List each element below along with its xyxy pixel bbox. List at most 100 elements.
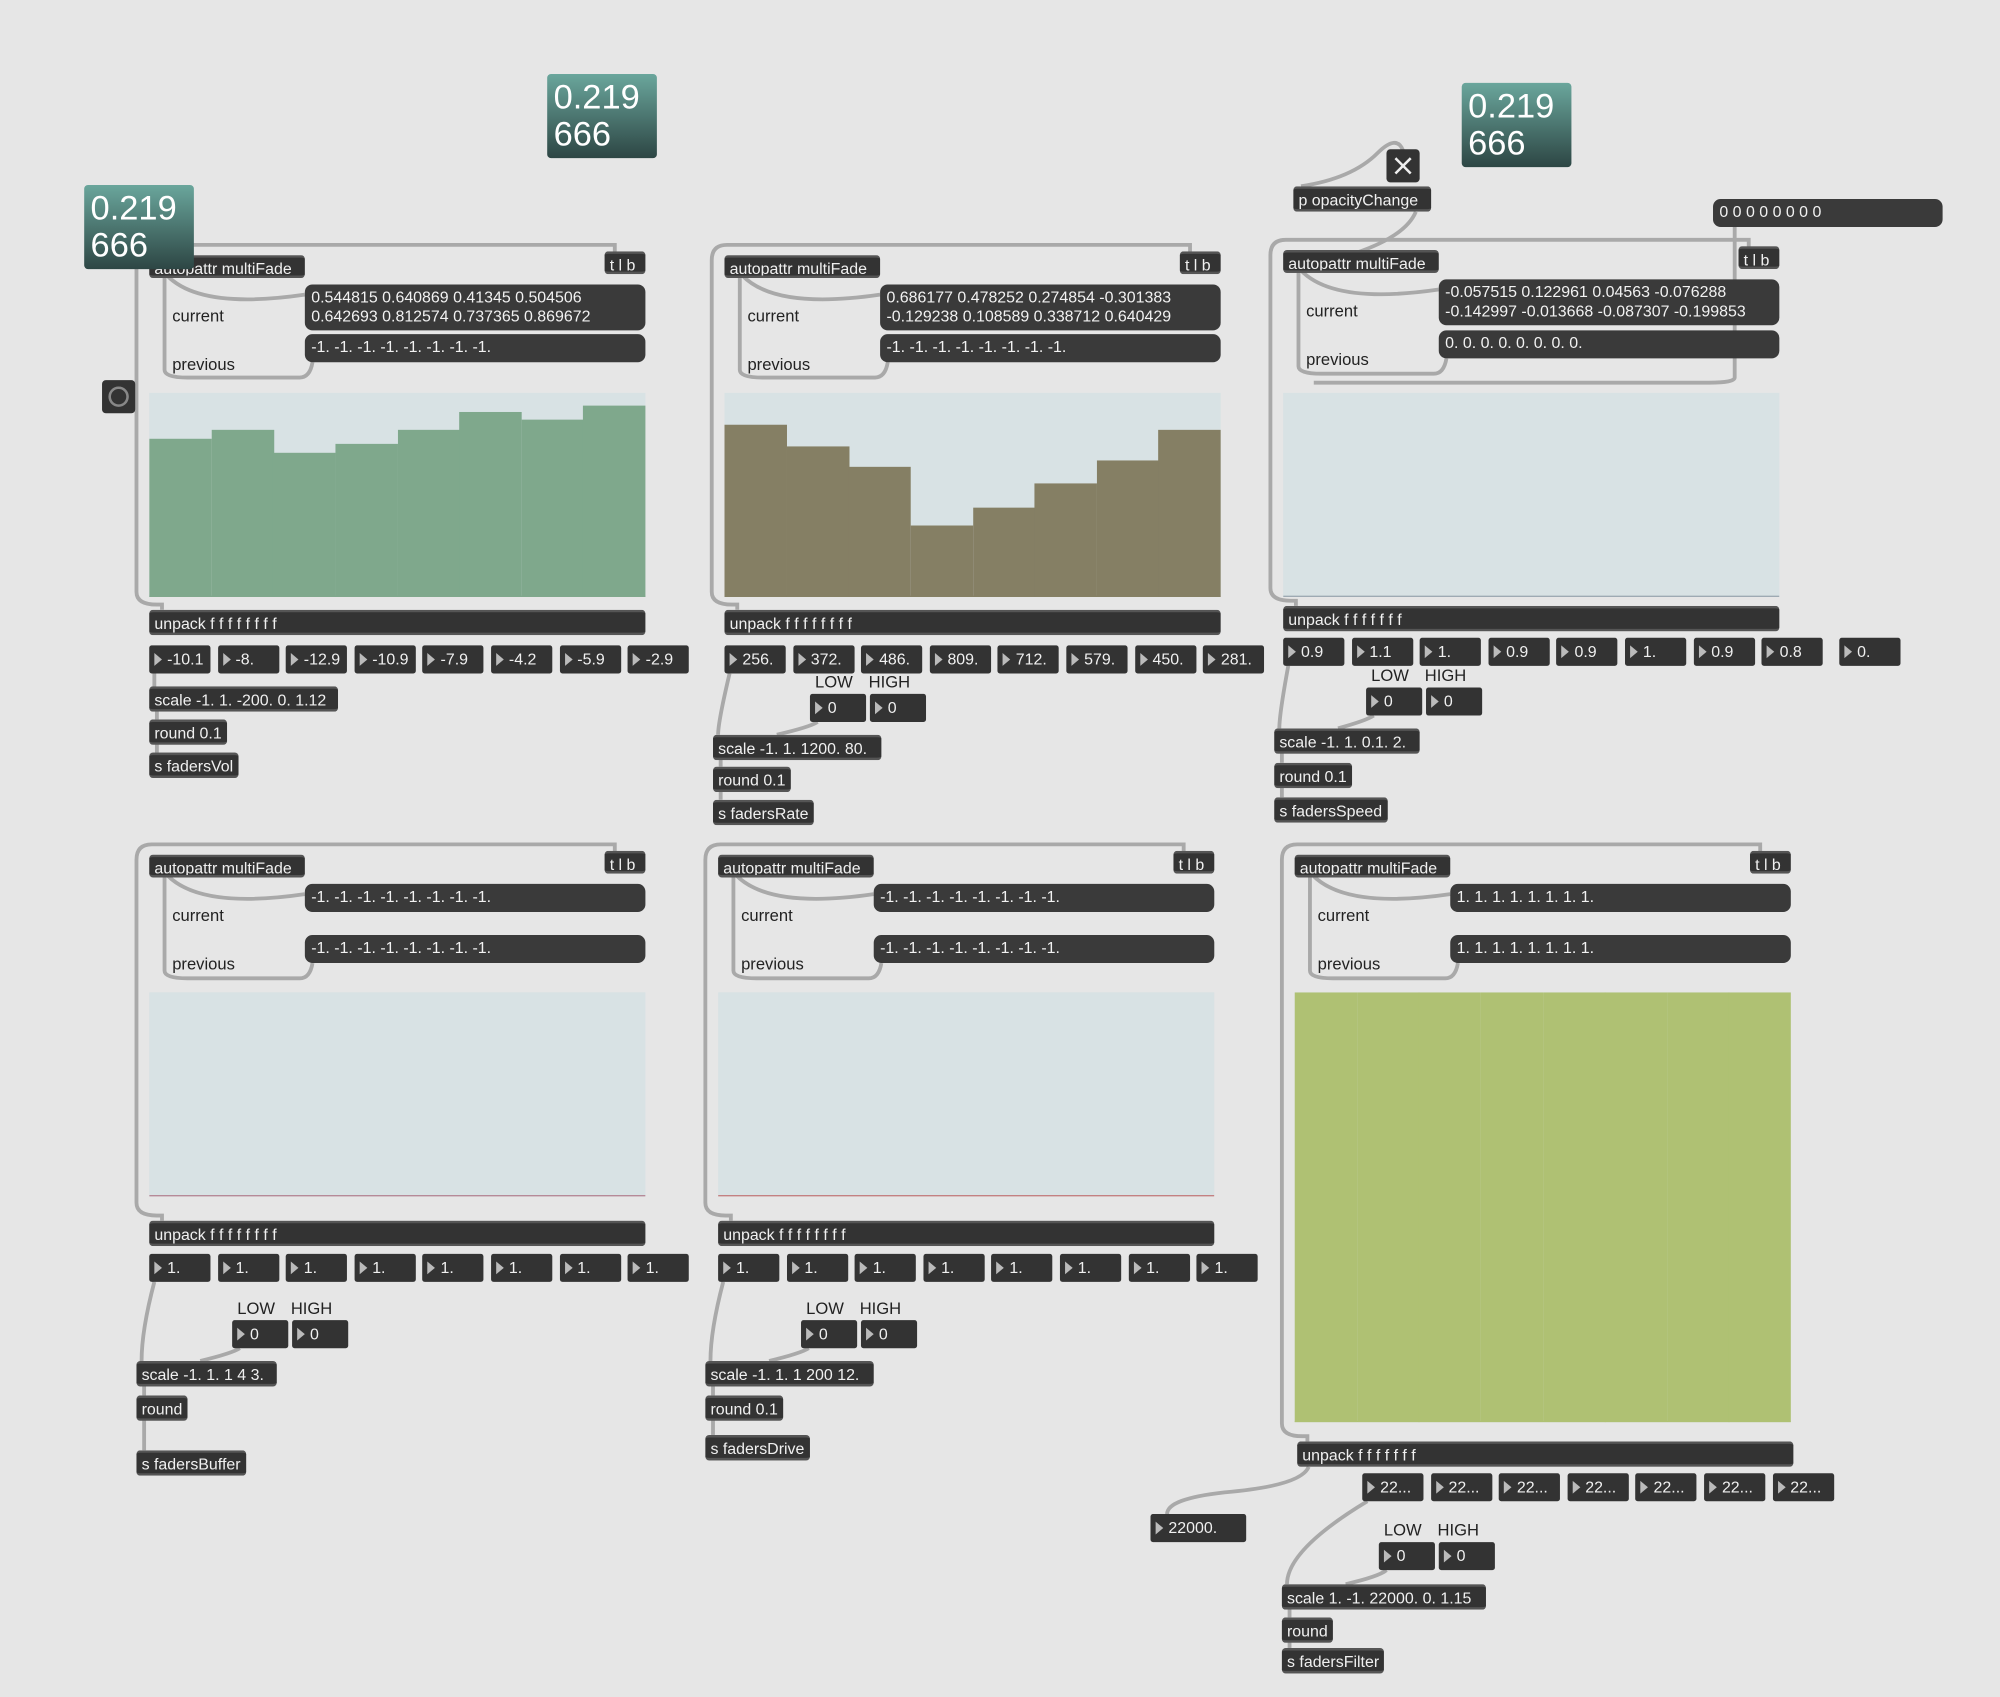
number-box[interactable]: 1. xyxy=(1128,1253,1190,1282)
number-box[interactable]: 0.8 xyxy=(1761,637,1823,666)
number-box[interactable]: 1. xyxy=(285,1253,348,1282)
current-cord xyxy=(1299,269,1440,297)
current-message[interactable]: -0.057515 0.122961 0.04563 -0.076288 -0.1… xyxy=(1438,279,1780,326)
low-number[interactable]: 0 xyxy=(1378,1542,1435,1571)
previous-message[interactable]: -1. -1. -1. -1. -1. -1. -1. -1. xyxy=(304,334,646,363)
number-box[interactable]: -8. xyxy=(217,645,279,674)
number-box[interactable]: 1. xyxy=(559,1253,621,1282)
multislider[interactable] xyxy=(724,392,1221,597)
float-display[interactable]: 0.219 666 xyxy=(84,184,194,270)
number-box[interactable]: 22... xyxy=(1362,1473,1424,1502)
number-box[interactable]: 0.9 xyxy=(1556,637,1618,666)
multislider[interactable] xyxy=(1283,392,1780,597)
number-box[interactable]: 1.1 xyxy=(1351,637,1413,666)
float-display[interactable]: 0.219 666 xyxy=(547,73,657,159)
number-box[interactable]: -7.9 xyxy=(422,645,484,674)
number-box[interactable]: 0.9 xyxy=(1283,637,1345,666)
current-message[interactable]: -1. -1. -1. -1. -1. -1. -1. -1. xyxy=(873,883,1215,912)
high-number[interactable]: 0 xyxy=(292,1320,349,1349)
number-box[interactable]: 579. xyxy=(1066,645,1128,674)
current-label: current xyxy=(1317,905,1370,925)
number-box[interactable]: 0. xyxy=(1839,637,1901,666)
previous-message[interactable]: -1. -1. -1. -1. -1. -1. -1. -1. xyxy=(880,334,1221,363)
number-box[interactable]: 256. xyxy=(724,645,786,674)
number-box[interactable]: 281. xyxy=(1203,645,1265,674)
slider-bar xyxy=(910,525,974,597)
low-number[interactable]: 0 xyxy=(809,693,867,722)
number-box[interactable]: 0.9 xyxy=(1488,637,1550,666)
toggle[interactable] xyxy=(102,380,136,414)
number-box[interactable]: 1. xyxy=(1419,637,1482,666)
number-box[interactable]: 22... xyxy=(1704,1473,1766,1502)
float-display[interactable]: 0.219 666 xyxy=(1461,82,1572,168)
number-box[interactable]: 1. xyxy=(354,1253,416,1282)
multislider[interactable] xyxy=(718,992,1215,1197)
number-box[interactable]: 372. xyxy=(792,645,855,674)
number-box[interactable]: 1. xyxy=(1624,637,1687,666)
high-number[interactable]: 0 xyxy=(869,693,927,722)
number-box[interactable]: 22... xyxy=(1772,1473,1834,1502)
current-message[interactable]: -1. -1. -1. -1. -1. -1. -1. -1. xyxy=(304,883,646,912)
current-label: current xyxy=(747,306,800,326)
number-box[interactable]: 1. xyxy=(786,1253,848,1282)
number-box[interactable]: 22... xyxy=(1430,1473,1492,1502)
number-box[interactable]: 22... xyxy=(1635,1473,1697,1502)
trigger: t l b xyxy=(1749,850,1791,874)
number-box[interactable]: -5.9 xyxy=(559,645,621,674)
multislider[interactable] xyxy=(1294,992,1791,1423)
number-box[interactable]: -10.9 xyxy=(354,645,416,674)
trigger: t l b xyxy=(1173,850,1215,874)
number-box[interactable]: 1. xyxy=(627,1253,690,1282)
slider-bar xyxy=(1666,992,1730,1423)
slider-bar xyxy=(1728,992,1791,1423)
number-box[interactable]: 712. xyxy=(997,645,1060,674)
high-label: HIGH xyxy=(868,672,911,692)
current-message[interactable]: 0.544815 0.640869 0.41345 0.504506 0.6426… xyxy=(304,284,646,331)
previous-message[interactable]: -1. -1. -1. -1. -1. -1. -1. -1. xyxy=(873,934,1215,964)
low-number[interactable]: 0 xyxy=(801,1320,858,1349)
number-box[interactable]: 1. xyxy=(718,1253,780,1282)
round: round 0.1 xyxy=(1274,762,1352,789)
high-number[interactable]: 0 xyxy=(1426,687,1483,716)
number-box[interactable]: 1. xyxy=(854,1253,917,1282)
range-cord xyxy=(199,1346,241,1363)
message-line: 1. 1. 1. 1. 1. 1. 1. 1. xyxy=(1456,887,1595,906)
number-box[interactable]: 1. xyxy=(1059,1253,1122,1282)
high-number[interactable]: 0 xyxy=(860,1320,918,1349)
number-box[interactable]: 22... xyxy=(1498,1473,1561,1502)
high-number[interactable]: 0 xyxy=(1438,1542,1495,1571)
number-box[interactable]: 1. xyxy=(923,1253,985,1282)
multislider[interactable] xyxy=(149,992,646,1197)
number-box[interactable]: 486. xyxy=(861,645,923,674)
low-number[interactable]: 0 xyxy=(232,1320,289,1349)
number-box[interactable]: 1. xyxy=(149,1253,211,1282)
number-box[interactable]: 1. xyxy=(1196,1253,1258,1282)
message[interactable]: 0 0 0 0 0 0 0 0 xyxy=(1713,198,1943,228)
slider-bar xyxy=(724,424,788,597)
current-message[interactable]: 1. 1. 1. 1. 1. 1. 1. 1. xyxy=(1450,883,1791,912)
close-button[interactable] xyxy=(1386,149,1420,183)
number-box[interactable]: 450. xyxy=(1134,645,1196,674)
previous-message[interactable]: 1. 1. 1. 1. 1. 1. 1. 1. xyxy=(1450,934,1791,964)
number-box[interactable]: 22... xyxy=(1567,1473,1629,1502)
number-box[interactable]: -10.1 xyxy=(149,645,211,674)
multislider[interactable] xyxy=(149,392,646,597)
number-box[interactable]: -4.2 xyxy=(491,645,553,674)
number-box[interactable]: 809. xyxy=(929,645,991,674)
number-box[interactable]: 22000. xyxy=(1150,1514,1247,1543)
number-box[interactable]: 0.9 xyxy=(1693,637,1755,666)
number-box[interactable]: -2.9 xyxy=(627,645,690,674)
current-message[interactable]: 0.686177 0.478252 0.274854 -0.301383 -0.1… xyxy=(880,284,1221,331)
previous-message[interactable]: 0. 0. 0. 0. 0. 0. 0. 0. xyxy=(1438,330,1780,359)
previous-message[interactable]: -1. -1. -1. -1. -1. -1. -1. -1. xyxy=(304,934,646,964)
low-number[interactable]: 0 xyxy=(1366,687,1423,716)
number-box[interactable]: 1. xyxy=(491,1253,553,1282)
unpack: unpack f f f f f f f f xyxy=(149,1220,646,1247)
number-box[interactable]: 1. xyxy=(217,1253,279,1282)
number-box[interactable]: 1. xyxy=(422,1253,484,1282)
number-box[interactable]: 1. xyxy=(991,1253,1053,1282)
message-line: -1. -1. -1. -1. -1. -1. -1. -1. xyxy=(311,338,492,356)
number-box[interactable]: -12.9 xyxy=(285,645,348,674)
autopattr: autopattr multiFade xyxy=(724,255,881,279)
high-label: HIGH xyxy=(1424,665,1467,685)
